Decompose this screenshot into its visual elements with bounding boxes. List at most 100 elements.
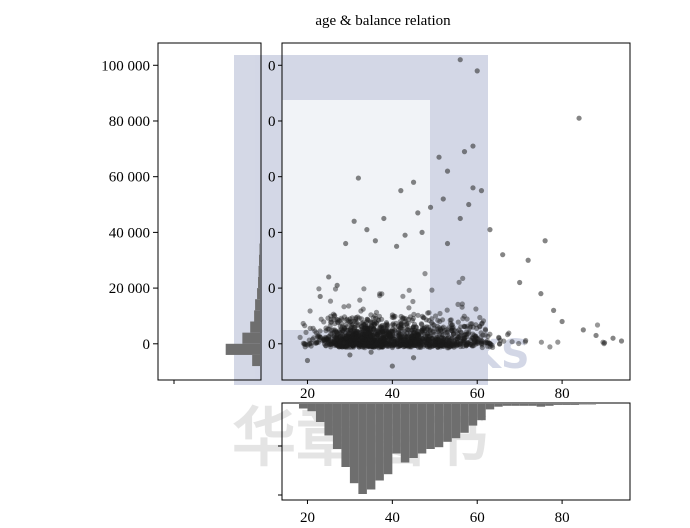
scatter-point xyxy=(342,332,348,338)
scatter-point xyxy=(365,327,371,333)
scatter-point xyxy=(333,341,339,347)
scatter-point xyxy=(393,333,399,339)
scatter-point xyxy=(485,333,491,339)
scatter-point xyxy=(479,320,485,326)
scatter-point xyxy=(415,332,421,338)
scatter-point xyxy=(355,341,361,347)
scatter-point xyxy=(418,339,424,345)
scatter-point xyxy=(366,343,372,349)
scatter-point xyxy=(380,334,386,341)
chart-title: age & balance relation xyxy=(315,13,451,29)
scatter-point xyxy=(368,334,374,340)
scatter-point xyxy=(301,341,308,347)
scatter-point xyxy=(385,329,391,335)
scatter-point xyxy=(405,339,411,345)
scatter-point xyxy=(347,319,353,325)
scatter-point xyxy=(456,279,462,285)
scatter-point xyxy=(409,341,415,347)
scatter-point xyxy=(388,334,394,340)
age-histogram-bar xyxy=(477,404,486,421)
scatter-point xyxy=(324,337,330,343)
age-histogram-bar xyxy=(366,404,376,490)
scatter-point xyxy=(386,332,392,338)
scatter-point xyxy=(433,336,439,342)
scatter-point xyxy=(487,227,493,233)
scatter-point xyxy=(336,337,342,343)
scatter-point xyxy=(358,334,364,340)
scatter-point xyxy=(366,343,372,349)
scatter-point xyxy=(330,327,337,333)
scatter-point xyxy=(350,324,356,330)
scatter-point xyxy=(343,240,349,247)
scatter-point xyxy=(309,336,316,342)
scatter-point xyxy=(363,342,369,348)
scatter-point xyxy=(444,337,450,343)
scatter-point xyxy=(365,335,371,341)
scatter-point xyxy=(336,318,342,324)
scatter-point xyxy=(355,322,361,328)
scatter-point xyxy=(339,328,346,334)
scatter-point xyxy=(351,336,357,342)
scatter-point xyxy=(378,336,384,342)
scatter-point xyxy=(361,333,368,339)
scatter-point xyxy=(376,339,382,345)
scatter-point xyxy=(332,339,338,345)
scatter-point xyxy=(363,329,369,335)
scatter-point xyxy=(489,342,495,348)
scatter-point xyxy=(357,340,363,346)
age-distribution-panel: 20 40 60 80 xyxy=(278,402,631,526)
scatter-point xyxy=(348,337,354,343)
scatter-point xyxy=(302,344,308,350)
scatter-point xyxy=(359,337,365,343)
scatter-point xyxy=(455,341,462,347)
scatter-point xyxy=(426,328,432,334)
scatter-point xyxy=(452,341,458,347)
scatter-point xyxy=(363,340,369,346)
scatter-point xyxy=(325,326,331,332)
scatter-point xyxy=(339,332,345,338)
scatter-point xyxy=(348,326,354,332)
scatter-point xyxy=(406,343,412,349)
scatter-point xyxy=(419,335,425,341)
scatter-point xyxy=(320,338,326,344)
scatter-point xyxy=(381,340,387,346)
scatter-point xyxy=(477,324,483,330)
scatter-point xyxy=(412,339,418,345)
scatter-point xyxy=(344,324,350,330)
scatter-point xyxy=(354,342,360,348)
scatter-point xyxy=(479,342,485,348)
scatter-point xyxy=(459,301,465,307)
scatter-point xyxy=(398,321,404,327)
scatter-point xyxy=(308,343,314,349)
scatter-point xyxy=(419,338,425,344)
scatter-point xyxy=(371,326,377,332)
scatter-point xyxy=(360,328,366,334)
scatter-point xyxy=(386,336,392,342)
scatter-point xyxy=(415,331,421,338)
scatter-point xyxy=(355,341,361,347)
scatter-x-tick-label: 60 xyxy=(470,386,485,402)
scatter-point xyxy=(453,343,459,349)
scatter-point xyxy=(362,343,369,349)
scatter-point xyxy=(347,337,353,343)
scatter-point xyxy=(339,335,345,341)
scatter-point xyxy=(448,327,455,333)
scatter-point xyxy=(384,330,390,336)
balance-histogram-bar xyxy=(250,321,260,333)
scatter-point xyxy=(457,343,464,350)
scatter-point xyxy=(379,341,385,347)
scatter-y-tick-label: 0 xyxy=(268,114,276,130)
scatter-point xyxy=(379,330,385,336)
scatter-point xyxy=(385,332,391,338)
scatter-point xyxy=(348,344,354,350)
scatter-point xyxy=(342,343,348,349)
scatter-point xyxy=(440,343,446,349)
scatter-point xyxy=(389,314,395,320)
scatter-point xyxy=(372,338,378,344)
scatter-point xyxy=(334,340,340,346)
scatter-point xyxy=(310,325,316,331)
scatter-point xyxy=(367,344,373,350)
scatter-point xyxy=(484,338,490,344)
scatter-point xyxy=(362,340,368,346)
